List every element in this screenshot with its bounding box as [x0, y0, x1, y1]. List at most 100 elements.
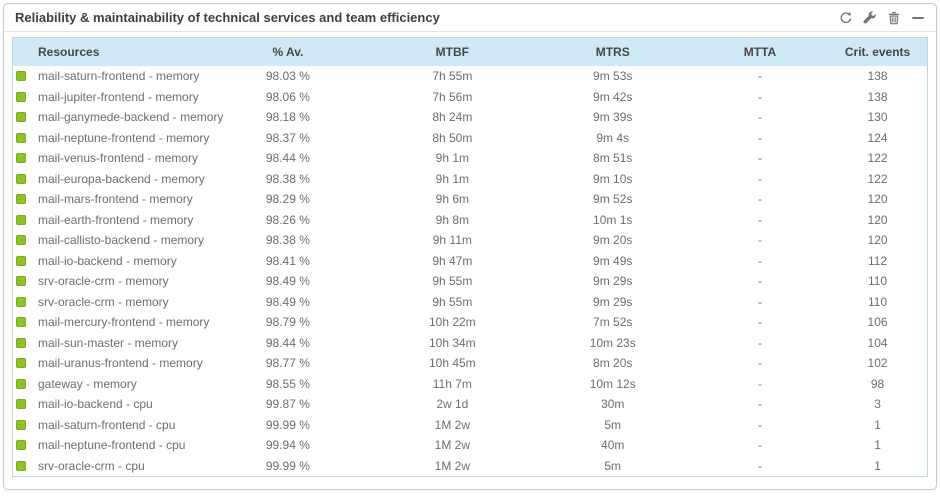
resource-link[interactable]: mail-sun-master - memory [38, 335, 179, 350]
column-header-mtrs[interactable]: MTRS [533, 38, 692, 66]
minimize-button[interactable] [910, 11, 925, 26]
table-row[interactable]: mail-europa-backend - memory 98.38 % 9h … [13, 169, 927, 190]
resource-link[interactable]: mail-io-backend - memory [38, 253, 177, 268]
table-row[interactable]: mail-venus-frontend - memory 98.44 % 9h … [13, 148, 927, 169]
mtta-cell: - [758, 130, 762, 145]
resource-link[interactable]: srv-oracle-crm - cpu [38, 458, 145, 473]
table-row[interactable]: mail-ganymede-backend - memory 98.18 % 8… [13, 107, 927, 128]
resource-link[interactable]: mail-mars-frontend - memory [38, 192, 193, 207]
crit-events-cell: 110 [867, 294, 888, 309]
resource-cell: mail-saturn-frontend - cpu [13, 415, 205, 436]
mtta-cell: - [758, 192, 762, 207]
resource-cell: mail-neptune-frontend - cpu [13, 435, 205, 456]
status-ok-icon [16, 317, 26, 328]
column-header-mtbf[interactable]: MTBF [371, 38, 534, 66]
resource-cell: mail-callisto-backend - memory [13, 230, 205, 251]
crit-events-cell: 138 [867, 89, 888, 104]
availability-cell: 98.55 % [265, 376, 310, 391]
crit-events-cell: 110 [867, 274, 888, 289]
availability-cell: 98.06 % [265, 89, 310, 104]
resource-link[interactable]: srv-oracle-crm - memory [38, 274, 169, 289]
status-ok-icon [16, 378, 26, 389]
resource-link[interactable]: mail-saturn-frontend - memory [38, 69, 200, 84]
crit-events-cell: 122 [867, 171, 888, 186]
resource-cell: mail-io-backend - memory [13, 251, 205, 272]
table-row[interactable]: mail-uranus-frontend - memory 98.77 % 10… [13, 353, 927, 374]
availability-cell: 99.99 % [265, 417, 310, 432]
mtta-cell: - [758, 274, 762, 289]
table-row[interactable]: srv-oracle-crm - cpu 99.99 % 1M 2w 5m - … [13, 456, 927, 477]
table-row[interactable]: mail-mars-frontend - memory 98.29 % 9h 6… [13, 189, 927, 210]
resource-link[interactable]: mail-europa-backend - memory [38, 171, 205, 186]
resource-link[interactable]: mail-ganymede-backend - memory [38, 110, 224, 125]
table-row[interactable]: gateway - memory 98.55 % 11h 7m 10m 12s … [13, 374, 927, 395]
table-row[interactable]: mail-saturn-frontend - cpu 99.99 % 1M 2w… [13, 415, 927, 436]
availability-cell: 98.49 % [265, 294, 310, 309]
table-row[interactable]: mail-io-backend - cpu 99.87 % 2w 1d 30m … [13, 394, 927, 415]
resource-link[interactable]: mail-mercury-frontend - memory [38, 315, 210, 330]
mtbf-cell: 9h 1m [435, 151, 469, 166]
table-row[interactable]: srv-oracle-crm - memory 98.49 % 9h 55m 9… [13, 271, 927, 292]
settings-button[interactable] [862, 11, 877, 26]
availability-cell: 99.99 % [265, 458, 310, 473]
crit-events-cell: 1 [874, 417, 881, 432]
resource-link[interactable]: mail-jupiter-frontend - memory [38, 89, 199, 104]
crit-events-cell: 1 [874, 458, 881, 473]
column-header-resources[interactable]: Resources [13, 38, 205, 66]
mtta-cell: - [758, 294, 762, 309]
mtbf-cell: 9h 11m [432, 233, 472, 248]
resource-cell: srv-oracle-crm - memory [13, 292, 205, 313]
resource-cell: mail-europa-backend - memory [13, 169, 205, 190]
resource-link[interactable]: mail-neptune-frontend - memory [38, 130, 210, 145]
table-row[interactable]: mail-mercury-frontend - memory 98.79 % 1… [13, 312, 927, 333]
resource-link[interactable]: mail-io-backend - cpu [38, 397, 153, 412]
resource-cell: mail-saturn-frontend - memory [13, 66, 205, 87]
mtrs-cell: 5m [604, 417, 622, 432]
resource-link[interactable]: gateway - memory [38, 376, 137, 391]
mtta-cell: - [758, 438, 762, 453]
mtrs-cell: 9m 29s [593, 274, 633, 289]
crit-events-cell: 1 [874, 438, 881, 453]
mtbf-cell: 9h 47m [432, 253, 473, 268]
mtrs-cell: 9m 39s [593, 110, 633, 125]
resource-link[interactable]: mail-saturn-frontend - cpu [38, 417, 176, 432]
availability-cell: 98.37 % [265, 130, 310, 145]
mtta-cell: - [758, 458, 762, 473]
resource-link[interactable]: mail-neptune-frontend - cpu [38, 438, 186, 453]
mtta-cell: - [758, 69, 762, 84]
mtbf-cell: 7h 56m [432, 89, 473, 104]
mtta-cell: - [758, 253, 762, 268]
mtrs-cell: 9m 10s [593, 171, 633, 186]
table-row[interactable]: mail-saturn-frontend - memory 98.03 % 7h… [13, 66, 927, 87]
table-row[interactable]: mail-io-backend - memory 98.41 % 9h 47m … [13, 251, 927, 272]
mtrs-cell: 40m [601, 438, 625, 453]
crit-events-cell: 120 [867, 233, 888, 248]
resource-link[interactable]: srv-oracle-crm - memory [38, 294, 169, 309]
table-row[interactable]: srv-oracle-crm - memory 98.49 % 9h 55m 9… [13, 292, 927, 313]
mtta-cell: - [758, 110, 762, 125]
resource-link[interactable]: mail-earth-frontend - memory [38, 212, 194, 227]
widget-title: Reliability & maintainability of technic… [15, 10, 440, 25]
table-row[interactable]: mail-sun-master - memory 98.44 % 10h 34m… [13, 333, 927, 354]
resource-link[interactable]: mail-venus-frontend - memory [38, 151, 199, 166]
table-row[interactable]: mail-callisto-backend - memory 98.38 % 9… [13, 230, 927, 251]
column-header-availability[interactable]: % Av. [204, 38, 372, 66]
table-row[interactable]: mail-neptune-frontend - cpu 99.94 % 1M 2… [13, 435, 927, 456]
resource-link[interactable]: mail-callisto-backend - memory [38, 233, 205, 248]
column-header-mtta[interactable]: MTTA [691, 38, 829, 66]
status-ok-icon [16, 276, 26, 287]
table-row[interactable]: mail-jupiter-frontend - memory 98.06 % 7… [13, 87, 927, 108]
crit-events-cell: 3 [874, 397, 881, 412]
table-row[interactable]: mail-earth-frontend - memory 98.26 % 9h … [13, 210, 927, 231]
mtbf-cell: 10h 34m [428, 335, 476, 350]
table-row[interactable]: mail-neptune-frontend - memory 98.37 % 8… [13, 128, 927, 149]
mtbf-cell: 10h 45m [428, 356, 476, 371]
column-header-crit-events[interactable]: Crit. events [828, 38, 927, 66]
resource-link[interactable]: mail-uranus-frontend - memory [38, 356, 203, 371]
status-ok-icon [16, 440, 26, 451]
delete-button[interactable] [886, 11, 901, 26]
availability-cell: 98.38 % [265, 171, 310, 186]
mtbf-cell: 9h 6m [435, 192, 469, 207]
refresh-button[interactable] [838, 11, 853, 26]
mtbf-cell: 7h 55m [432, 69, 473, 84]
